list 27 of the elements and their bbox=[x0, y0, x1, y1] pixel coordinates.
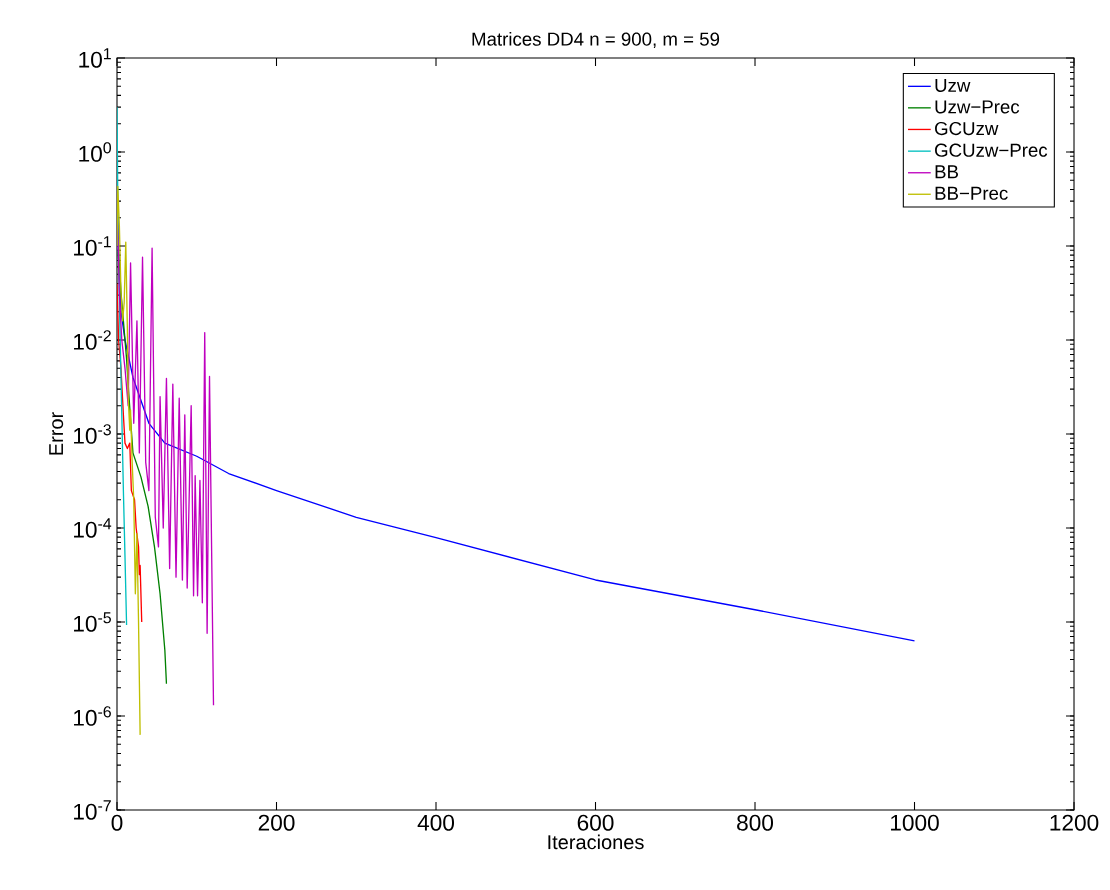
x-axis-title: Iteraciones bbox=[548, 834, 644, 850]
legend-label: GCUzw bbox=[935, 121, 999, 136]
x-tick-label: 1200 bbox=[1050, 814, 1099, 831]
line-series bbox=[117, 185, 141, 736]
x-tick-label: 200 bbox=[258, 814, 295, 831]
y-tick-label: 10$^{-2}$ bbox=[74, 330, 111, 350]
y-tick-label: 10$^{-7}$ bbox=[74, 800, 111, 820]
y-tick-label: 10$^{-4}$ bbox=[74, 518, 112, 538]
line-series bbox=[117, 282, 143, 623]
x-tick-label: 600 bbox=[577, 814, 614, 831]
legend-label: GCUzw−Prec bbox=[935, 143, 1048, 157]
y-tick-label: 10$^{-1}$ bbox=[74, 236, 111, 256]
x-tick-label: 1000 bbox=[891, 814, 939, 831]
chart-title: Matrices DD4 n = 900, m = 59 bbox=[472, 32, 720, 48]
legend-label: BB−Prec bbox=[935, 186, 1008, 200]
y-tick-label: 10$^{-5}$ bbox=[74, 612, 111, 632]
legend-label: Uzw−Prec bbox=[935, 100, 1020, 114]
y-axis-title: Error bbox=[49, 412, 64, 455]
x-tick-label: 400 bbox=[417, 814, 455, 831]
x-tick-label: 800 bbox=[737, 814, 774, 831]
legend-label: Uzw bbox=[935, 78, 971, 92]
y-tick-label: 10$^{1}$ bbox=[79, 48, 111, 68]
legend-label: BB bbox=[935, 165, 959, 179]
y-tick-label: 10$^{-3}$ bbox=[74, 424, 111, 444]
y-tick-label: 10$^{0}$ bbox=[79, 142, 111, 162]
y-tick-label: 10$^{-6}$ bbox=[74, 706, 111, 726]
x-tick-label: 0 bbox=[111, 814, 123, 831]
